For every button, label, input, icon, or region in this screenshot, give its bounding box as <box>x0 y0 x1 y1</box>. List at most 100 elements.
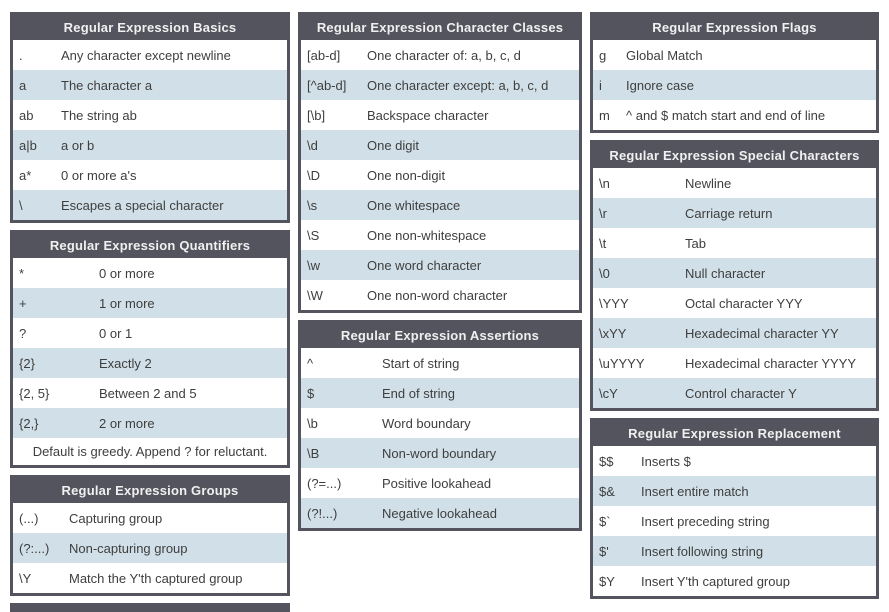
description-cell: Newline <box>685 175 732 191</box>
symbol-cell: $Y <box>599 573 615 589</box>
symbol-cell: \t <box>599 235 607 251</box>
table-row: a* 0 or more a's <box>13 160 287 190</box>
description-cell: Global Match <box>626 47 703 63</box>
symbol-cell: \b <box>307 415 318 431</box>
description-cell: Start of string <box>382 355 460 371</box>
description-cell: One non-word character <box>367 287 508 303</box>
table-regex-flags: Regular Expression Flags g Global Match i I… <box>590 12 879 133</box>
table-row: \r Carriage return <box>593 198 876 228</box>
description-cell: End of string <box>382 385 455 401</box>
table-body: g Global Match i Ignore case m ^ and $ match … <box>593 40 876 130</box>
description-cell: 0 or more a's <box>61 167 137 183</box>
table-row: m ^ and $ match start and end of line <box>593 100 876 130</box>
table-row: $$ Inserts $ <box>593 446 876 476</box>
symbol-cell: \xYY <box>599 325 627 341</box>
symbol-cell: {2,} <box>19 415 39 431</box>
table-row: [\b] Backspace character <box>301 100 579 130</box>
symbol-cell: \W <box>307 287 323 303</box>
table-row: g Global Match <box>593 40 876 70</box>
symbol-cell: [ab-d] <box>307 47 341 63</box>
table-row: ^ Start of string <box>301 348 579 378</box>
table-row: $& Insert entire match <box>593 476 876 506</box>
table-row: \d One digit <box>301 130 579 160</box>
table-row: ? 0 or 1 <box>13 318 287 348</box>
table-row: \s One whitespace <box>301 190 579 220</box>
symbol-cell: \D <box>307 167 320 183</box>
table-row: $Y Insert Y'th captured group <box>593 566 876 596</box>
table-regex-assertions: Regular Expression Assertions ^ Start of … <box>298 320 582 531</box>
description-cell: Match the Y'th captured group <box>69 570 243 586</box>
description-cell: One character of: a, b, c, d <box>367 47 521 63</box>
table-row: i Ignore case <box>593 70 876 100</box>
table-row: \0 Null character <box>593 258 876 288</box>
table-row: (?:...) Non-capturing group <box>13 533 287 563</box>
description-cell: 2 or more <box>99 415 155 431</box>
symbol-cell: \r <box>599 205 607 221</box>
description-cell: Backspace character <box>367 107 489 123</box>
description-cell: Ignore case <box>626 77 694 93</box>
table-title: Regular Expression Character Classes <box>301 15 579 40</box>
table-row: $' Insert following string <box>593 536 876 566</box>
symbol-cell: ? <box>19 325 27 341</box>
symbol-cell: * <box>19 265 25 281</box>
table-note: Default is greedy. Append ? for reluctan… <box>13 438 287 465</box>
description-cell: The character a <box>61 77 153 93</box>
description-cell: Capturing group <box>69 510 163 526</box>
table-regex-quantifiers: Regular Expression Quantifiers * 0 or mor… <box>10 230 290 468</box>
description-cell: One non-digit <box>367 167 446 183</box>
table-row: * 0 or more <box>13 258 287 288</box>
symbol-cell: \Y <box>19 570 32 586</box>
table-row: \B Non-word boundary <box>301 438 579 468</box>
symbol-cell: \d <box>307 137 318 153</box>
symbol-cell: \n <box>599 175 610 191</box>
symbol-cell: \B <box>307 445 320 461</box>
table-regex-groups: Regular Expression Groups (...) Capturing… <box>10 475 290 596</box>
description-cell: Any character except newline <box>61 47 231 63</box>
table-row: \S One non-whitespace <box>301 220 579 250</box>
symbol-cell: (?!...) <box>307 505 338 521</box>
table-row: \b Word boundary <box>301 408 579 438</box>
symbol-cell: i <box>599 77 602 93</box>
symbol-cell: \ <box>19 197 23 213</box>
table-row: (?=...) Positive lookahead <box>301 468 579 498</box>
description-cell: Null character <box>685 265 766 281</box>
symbol-cell: \uYYYY <box>599 355 645 371</box>
column-left: Regular Expression Basics . Any character… <box>10 12 290 612</box>
symbol-cell: \w <box>307 257 320 273</box>
description-cell: Between 2 and 5 <box>99 385 197 401</box>
description-cell: Inserts $ <box>641 453 691 469</box>
description-cell: One non-whitespace <box>367 227 487 243</box>
table-body: [ab-d] One character of: a, b, c, d [^ab-d… <box>301 40 579 310</box>
table-row: [^ab-d] One character except: a, b, c, d <box>301 70 579 100</box>
description-cell: Positive lookahead <box>382 475 492 491</box>
table-row: ab The string ab <box>13 100 287 130</box>
table-row: $` Insert preceding string <box>593 506 876 536</box>
description-cell: One character except: a, b, c, d <box>367 77 549 93</box>
symbol-cell: $' <box>599 543 609 559</box>
symbol-cell: \S <box>307 227 320 243</box>
description-cell: Octal character YYY <box>685 295 803 311</box>
column-middle: Regular Expression Character Classes [ab… <box>298 12 582 531</box>
table-row: {2,} 2 or more <box>13 408 287 438</box>
table-title: Regular Expression Replacement <box>593 421 876 446</box>
description-cell: One word character <box>367 257 482 273</box>
symbol-cell: $& <box>599 483 615 499</box>
symbol-cell: [^ab-d] <box>307 77 347 93</box>
description-cell: Carriage return <box>685 205 773 221</box>
description-cell: Tab <box>685 235 706 251</box>
table-regex-basics: Regular Expression Basics . Any character… <box>10 12 290 223</box>
description-cell: Negative lookahead <box>382 505 497 521</box>
table-body: \n Newline \r Carriage return \t Tab \0 Null ch… <box>593 168 876 408</box>
table-regex-character-classes: Regular Expression Character Classes [ab… <box>298 12 582 313</box>
symbol-cell: (...) <box>19 510 39 526</box>
table-row: +1 or more <box>13 288 287 318</box>
description-cell: 0 or more <box>99 265 155 281</box>
description-cell: Non-word boundary <box>382 445 497 461</box>
symbol-cell: [\b] <box>307 107 326 123</box>
description-cell: One whitespace <box>367 197 461 213</box>
symbol-cell: (?:...) <box>19 540 50 556</box>
description-cell: Word boundary <box>382 415 471 431</box>
table-title: Regular Expression Flags <box>593 15 876 40</box>
table-row: \YYY Octal character YYY <box>593 288 876 318</box>
